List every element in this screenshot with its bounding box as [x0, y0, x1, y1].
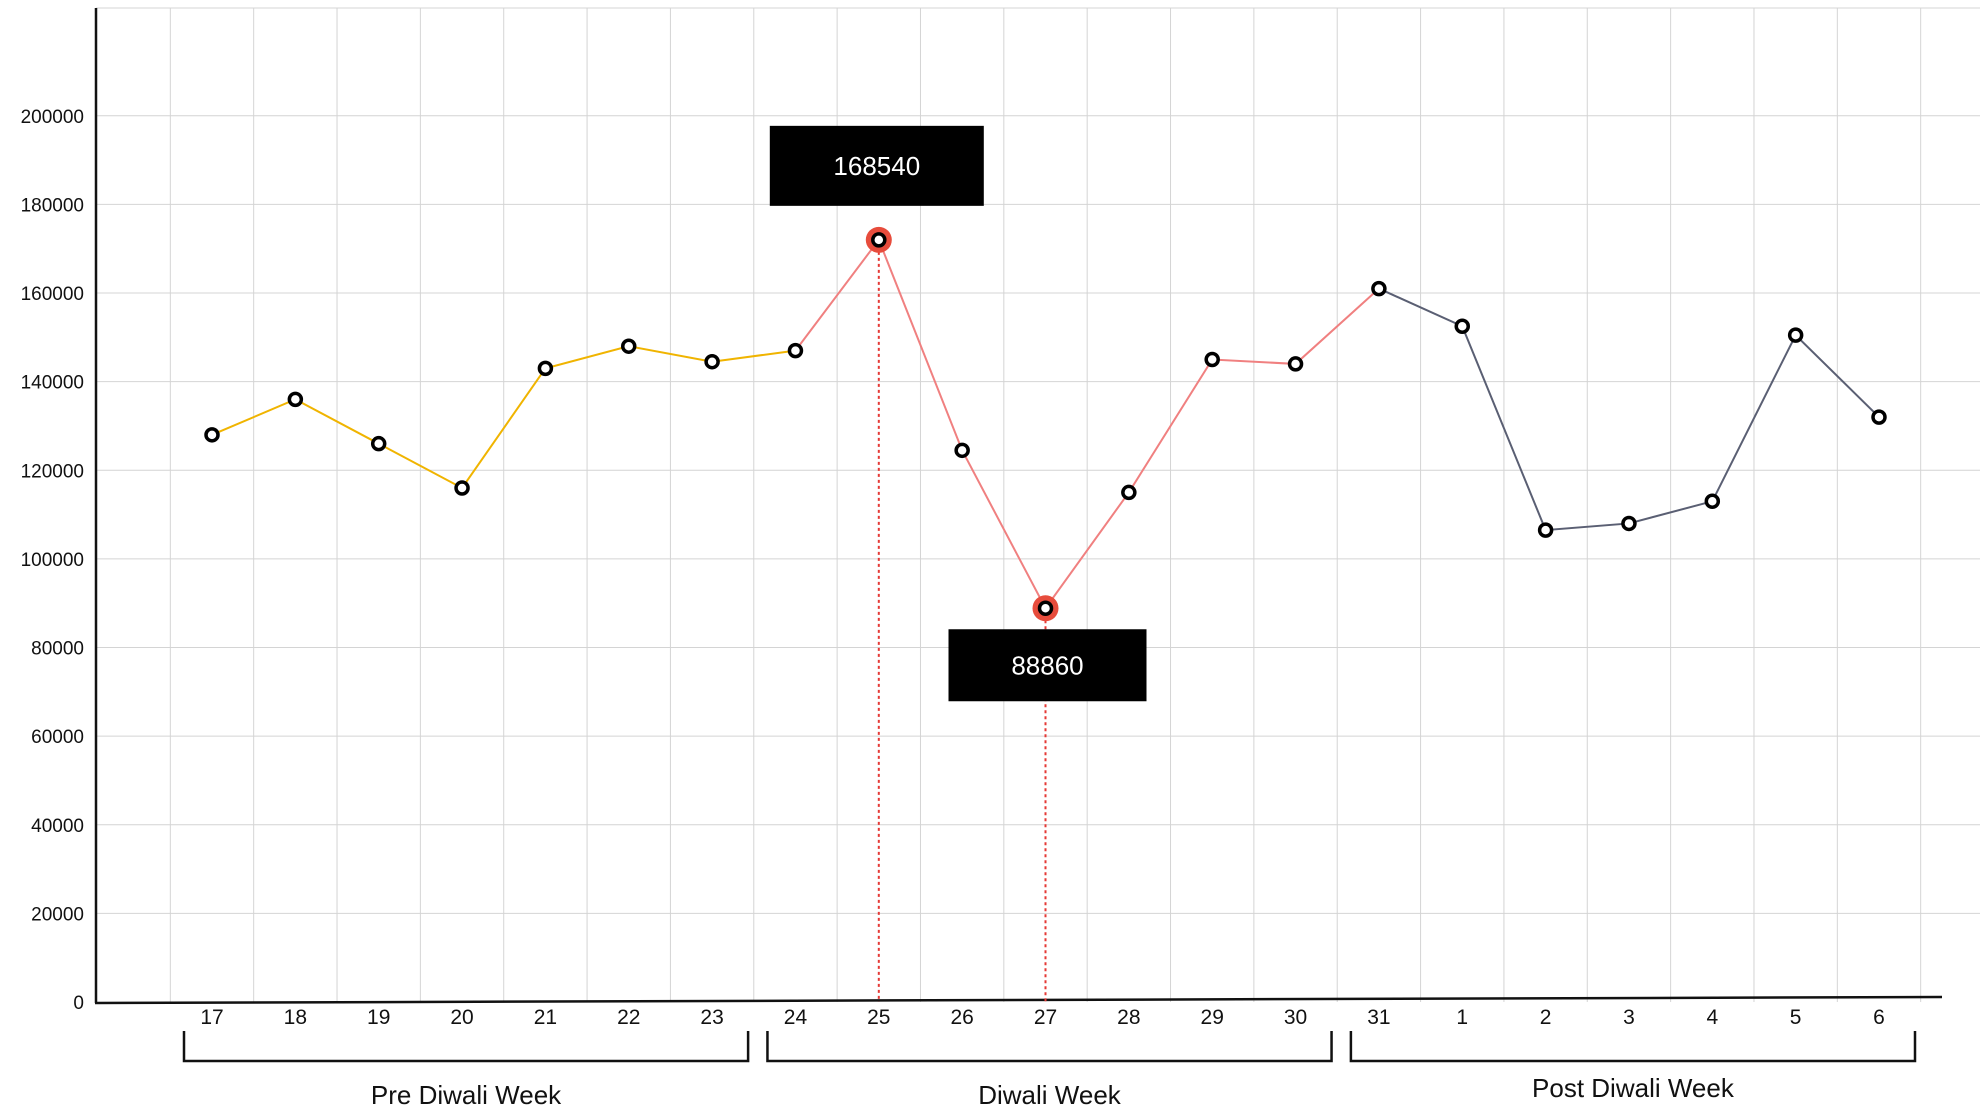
x-tick-label: 4 [1706, 1006, 1718, 1029]
axes [94, 8, 1943, 1005]
callout-box [948, 629, 1147, 702]
x-tick-label: 1 [1456, 1006, 1468, 1029]
y-tick-label: 40000 [31, 816, 84, 837]
group-label: Post Diwali Week [1532, 1073, 1735, 1103]
data-point [1204, 351, 1220, 368]
data-points [204, 226, 1887, 622]
y-tick-label: 100000 [21, 550, 84, 571]
y-tick-label: 80000 [31, 639, 84, 660]
droplines [877, 239, 1047, 1002]
data-point [1787, 327, 1804, 343]
x-tick-label: 18 [284, 1006, 307, 1029]
data-point [954, 442, 970, 459]
y-tick-label: 20000 [31, 904, 84, 925]
x-tick-label: 20 [450, 1006, 473, 1029]
x-tick-label: 22 [617, 1006, 640, 1029]
group-bracket [766, 1031, 1333, 1063]
data-point [204, 427, 220, 443]
x-tick-label: 2 [1540, 1006, 1552, 1029]
data-point [704, 353, 720, 370]
data-point [1371, 280, 1387, 297]
group-label: Diwali Week [978, 1080, 1122, 1110]
data-point [1704, 493, 1721, 510]
data-point [1537, 522, 1554, 538]
y-tick-label: 120000 [21, 461, 84, 482]
x-tick-label: 31 [1367, 1006, 1390, 1029]
callout-label: 88860 [1011, 650, 1083, 680]
grid [96, 7, 1980, 1002]
y-tick-label: 140000 [21, 373, 84, 394]
x-tick-label: 30 [1284, 1006, 1307, 1029]
group-label: Pre Diwali Week [371, 1080, 562, 1110]
series-line-segment [211, 345, 796, 490]
data-point [621, 338, 637, 354]
week-groups: Pre Diwali Week Diwali Week Post Diwali We… [182, 1031, 1917, 1110]
data-point [370, 435, 387, 452]
data-point [1871, 409, 1887, 425]
group-bracket [182, 1031, 750, 1063]
data-point [537, 360, 554, 377]
callout-box [769, 125, 984, 206]
data-point [1121, 484, 1137, 501]
data-point [871, 232, 887, 248]
x-tick-label: 21 [534, 1006, 557, 1029]
y-tick-label: 0 [73, 993, 84, 1014]
x-axis-ticks: 17 18 19 20 21 22 23 24 25 26 27 28 29 30 31 1 2 3 4 5 6 [200, 1006, 1885, 1029]
x-tick-label: 29 [1201, 1006, 1224, 1029]
y-tick-label: 160000 [21, 284, 84, 305]
x-tick-label: 3 [1623, 1006, 1635, 1029]
x-tick-label: 6 [1873, 1006, 1885, 1029]
y-axis-ticks: 0 20000 40000 60000 80000 100000 120000 140000 1… [21, 107, 84, 1014]
data-point [1621, 515, 1637, 532]
data-point [1454, 318, 1470, 335]
x-tick-label: 23 [700, 1006, 723, 1029]
data-point [287, 391, 304, 408]
x-tick-label: 17 [200, 1006, 223, 1029]
data-point [1037, 600, 1054, 617]
group-bracket [1349, 1031, 1917, 1063]
x-tick-label: 26 [950, 1006, 973, 1029]
x-axis-line [94, 995, 1943, 1005]
y-tick-label: 60000 [31, 727, 84, 748]
series-lines [211, 237, 1880, 611]
callout-label: 168540 [833, 151, 920, 181]
x-tick-label: 24 [784, 1006, 808, 1029]
data-point [1287, 356, 1304, 372]
series-line-segment [1378, 287, 1880, 532]
x-tick-label: 5 [1790, 1006, 1802, 1029]
callouts: 168540 88860 [769, 125, 1147, 702]
x-tick-label: 27 [1034, 1006, 1057, 1029]
x-tick-label: 19 [367, 1006, 390, 1029]
y-tick-label: 200000 [21, 107, 84, 128]
data-point [454, 480, 470, 496]
y-tick-label: 180000 [21, 195, 84, 216]
x-tick-label: 28 [1117, 1006, 1140, 1029]
x-tick-label: 25 [867, 1006, 890, 1029]
data-point [787, 342, 804, 359]
series-line-segment [794, 237, 1380, 611]
